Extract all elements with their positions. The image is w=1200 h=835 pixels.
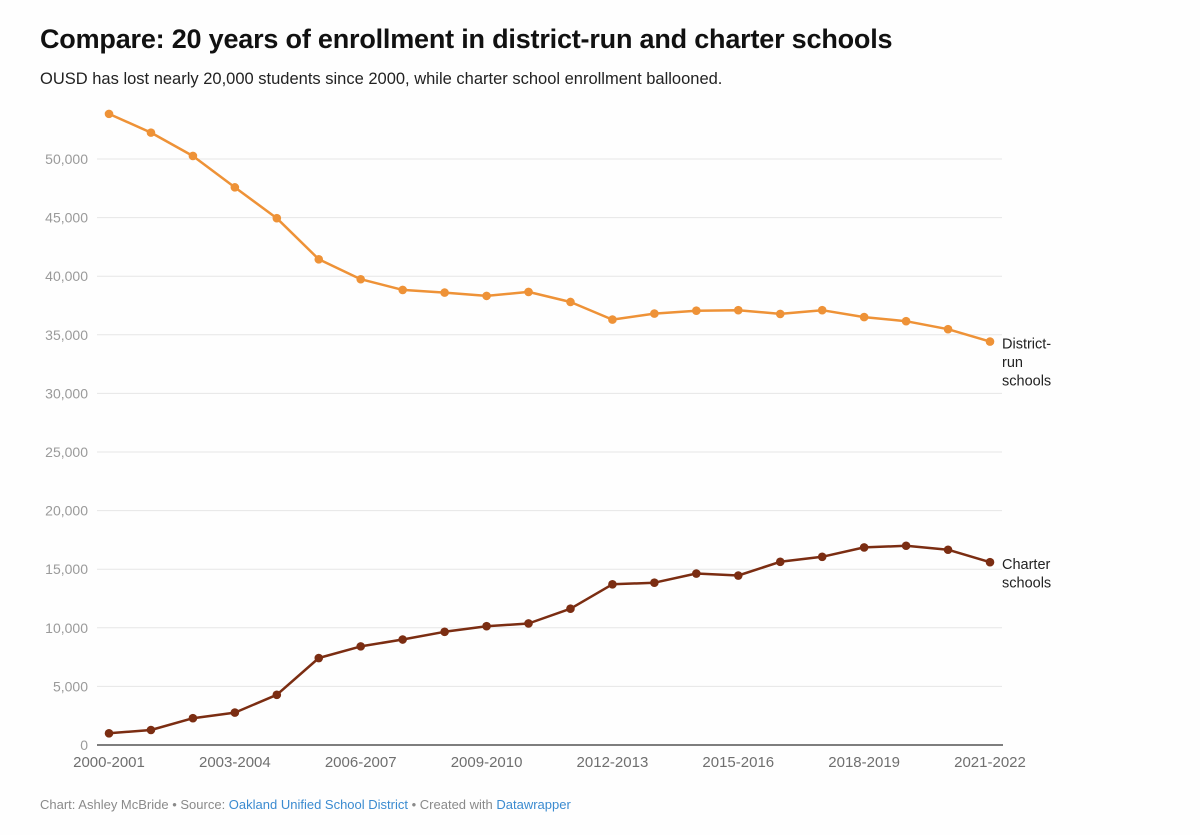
chart-subtitle: OUSD has lost nearly 20,000 students sin… (40, 70, 723, 88)
y-tick-label: 5,000 (53, 678, 88, 694)
y-tick-label: 15,000 (45, 561, 88, 577)
x-tick-label: 2015-2016 (702, 754, 774, 771)
x-tick-label: 2012-2013 (577, 754, 649, 771)
data-point[interactable] (608, 580, 617, 589)
data-point[interactable] (524, 619, 533, 628)
series-label: Charter schools (1002, 557, 1051, 592)
data-point[interactable] (943, 324, 953, 334)
datawrapper-link[interactable]: Datawrapper (496, 797, 571, 812)
data-point[interactable] (104, 728, 114, 738)
series-district-run (104, 109, 995, 346)
data-point[interactable] (104, 109, 114, 119)
y-tick-label: 35,000 (45, 327, 88, 343)
data-point[interactable] (230, 708, 240, 717)
data-point[interactable] (356, 274, 366, 284)
x-tick-label: 2018-2019 (828, 754, 900, 771)
data-point[interactable] (650, 578, 659, 587)
chart-title: Compare: 20 years of enrollment in distr… (40, 24, 893, 54)
series-label-line: schools (1002, 374, 1051, 390)
data-point[interactable] (314, 255, 324, 264)
data-point[interactable] (817, 552, 827, 562)
series-line (108, 112, 991, 343)
series-label-line: run (1002, 355, 1023, 371)
data-point[interactable] (188, 151, 198, 161)
data-point[interactable] (146, 128, 156, 137)
series-label-line: District- (1002, 337, 1051, 353)
data-point[interactable] (817, 305, 827, 315)
series-label-line: Charter (1002, 557, 1051, 573)
created-with-text: • Created with (408, 797, 497, 812)
data-point[interactable] (943, 545, 953, 555)
data-point[interactable] (482, 621, 491, 631)
series-group (104, 109, 995, 738)
y-tick-label: 40,000 (45, 268, 88, 284)
data-point[interactable] (146, 725, 156, 735)
x-tick-label: 2006-2007 (325, 754, 397, 771)
x-tick-label: 2000-2001 (73, 754, 145, 771)
y-tick-label: 10,000 (45, 620, 88, 636)
data-point[interactable] (272, 690, 282, 700)
data-point[interactable] (733, 571, 743, 580)
series-labels: District-run schools Charter schools (1002, 337, 1051, 592)
data-point[interactable] (398, 285, 407, 295)
gridlines (97, 158, 1003, 746)
x-tick-label: 2021-2022 (954, 754, 1026, 771)
data-point[interactable] (440, 288, 449, 297)
series-label: District-run schools (1002, 337, 1051, 390)
data-point[interactable] (775, 309, 785, 319)
data-point[interactable] (314, 653, 324, 663)
data-point[interactable] (985, 557, 995, 567)
data-point[interactable] (272, 213, 282, 223)
x-tick-label: 2009-2010 (451, 754, 523, 771)
data-point[interactable] (859, 543, 869, 552)
data-point[interactable] (398, 635, 407, 644)
series-line (108, 544, 991, 735)
data-point[interactable] (692, 306, 701, 315)
data-point[interactable] (230, 183, 240, 192)
series-charter (104, 541, 995, 738)
x-tick-label: 2003-2004 (199, 754, 271, 771)
y-tick-label: 20,000 (45, 503, 88, 519)
data-point[interactable] (733, 305, 743, 315)
chart-footer: Chart: Ashley McBride • Source: Oakland … (40, 797, 571, 812)
byline-text: Chart: Ashley McBride • Source: (40, 797, 229, 812)
data-point[interactable] (775, 557, 785, 567)
data-point[interactable] (356, 642, 366, 651)
data-point[interactable] (482, 291, 491, 301)
y-axis-ticks: 0 5,000 10,000 15,000 20,000 25,000 30,000 35,0… (45, 151, 88, 753)
y-tick-label: 30,000 (45, 385, 88, 401)
data-point[interactable] (566, 297, 575, 307)
y-tick-label: 0 (80, 737, 88, 753)
y-tick-label: 50,000 (45, 151, 88, 167)
data-point[interactable] (524, 287, 533, 297)
source-link[interactable]: Oakland Unified School District (228, 797, 408, 812)
data-point[interactable] (985, 337, 995, 346)
series-label-line: schools (1002, 576, 1051, 592)
x-axis-ticks: 2000-2001 2003-2004 2006-2007 2009-2010 2012… (73, 754, 1026, 771)
y-tick-label: 25,000 (45, 444, 88, 460)
data-point[interactable] (608, 315, 617, 324)
data-point[interactable] (566, 604, 575, 613)
data-point[interactable] (440, 627, 449, 637)
data-point[interactable] (859, 312, 869, 322)
data-point[interactable] (692, 569, 701, 578)
y-tick-label: 45,000 (45, 210, 88, 226)
data-point[interactable] (901, 316, 911, 326)
data-point[interactable] (188, 713, 198, 723)
data-point[interactable] (650, 309, 659, 318)
data-point[interactable] (901, 541, 911, 551)
